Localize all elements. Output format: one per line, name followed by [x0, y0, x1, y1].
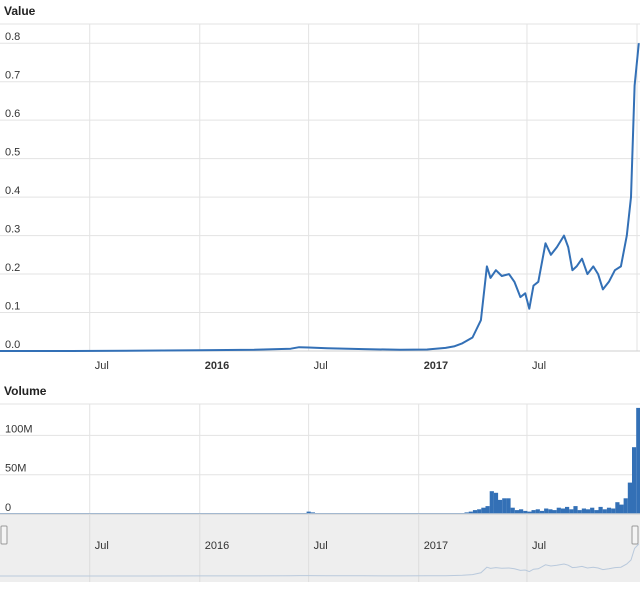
navigator-mini-line — [0, 543, 640, 577]
value-x-tick-label: Jul — [532, 360, 546, 372]
volume-bar — [623, 498, 628, 514]
value-series-line — [0, 43, 640, 352]
volume-bar — [590, 507, 595, 514]
volume-bar — [544, 508, 549, 514]
navigator-x-tick-label: 2017 — [424, 540, 448, 552]
volume-bar — [306, 511, 311, 514]
volume-y-tick-label: 50M — [5, 463, 26, 475]
volume-bar — [481, 507, 486, 514]
navigator-right-handle[interactable] — [631, 525, 639, 545]
volume-bar — [502, 498, 507, 514]
volume-bar — [519, 509, 524, 514]
volume-bar — [627, 482, 632, 514]
value-y-tick-label: 0.2 — [5, 262, 20, 274]
value-y-tick-label: 0.4 — [5, 185, 20, 197]
navigator-x-tick-label: Jul — [95, 540, 109, 552]
volume-bar — [506, 498, 511, 514]
volume-bar — [556, 507, 561, 514]
value-x-tick-label: Jul — [314, 360, 328, 372]
volume-bar — [472, 510, 478, 514]
value-y-tick-label: 0.5 — [5, 147, 20, 159]
volume-bar — [565, 506, 570, 514]
volume-bar — [615, 502, 620, 514]
navigator-x-tick-label: 2016 — [205, 540, 229, 552]
value-y-tick-label: 0.8 — [5, 31, 20, 43]
volume-bar — [573, 506, 578, 514]
volume-bar — [577, 510, 582, 514]
volume-bar — [636, 407, 640, 514]
volume-bar — [523, 510, 528, 514]
volume-bar — [581, 508, 586, 514]
volume-bar — [598, 506, 603, 514]
volume-bar — [535, 509, 540, 514]
value-y-tick-label: 0.0 — [5, 339, 20, 351]
volume-bar — [586, 509, 591, 514]
volume-bar — [468, 511, 473, 514]
volume-bar — [477, 509, 482, 514]
volume-bar — [531, 510, 536, 514]
volume-bar — [489, 491, 494, 514]
volume-bar — [514, 510, 519, 514]
volume-y-tick-label: 0 — [5, 502, 11, 514]
volume-bar — [569, 509, 574, 514]
volume-bar — [619, 504, 624, 514]
volume-bar — [611, 508, 616, 514]
volume-bar — [548, 509, 553, 514]
volume-bar — [606, 507, 612, 514]
value-y-tick-label: 0.7 — [5, 70, 20, 82]
navigator-background — [0, 514, 640, 582]
navigator-left-handle[interactable] — [0, 525, 8, 545]
value-panel-title: Value — [4, 4, 36, 18]
volume-bar — [632, 447, 637, 514]
value-x-tick-label: 2017 — [424, 360, 448, 372]
value-y-tick-label: 0.6 — [5, 108, 20, 120]
value-x-tick-label: Jul — [95, 360, 109, 372]
volume-bar — [539, 510, 545, 514]
value-y-tick-label: 0.1 — [5, 301, 20, 313]
volume-bar — [594, 510, 599, 514]
value-y-tick-label: 0.3 — [5, 224, 20, 236]
volume-bar — [485, 506, 490, 514]
volume-panel-title: Volume — [4, 384, 47, 398]
volume-bar — [498, 499, 503, 514]
volume-bar — [493, 492, 499, 514]
volume-bar — [560, 508, 565, 514]
volume-y-tick-label: 100M — [5, 423, 33, 435]
volume-bar — [552, 510, 557, 514]
volume-bar — [510, 507, 515, 514]
volume-bar — [527, 511, 532, 514]
navigator-x-tick-label: Jul — [314, 540, 328, 552]
value-x-tick-label: 2016 — [205, 360, 229, 372]
volume-bar — [602, 509, 607, 514]
navigator-x-tick-label: Jul — [532, 540, 546, 552]
